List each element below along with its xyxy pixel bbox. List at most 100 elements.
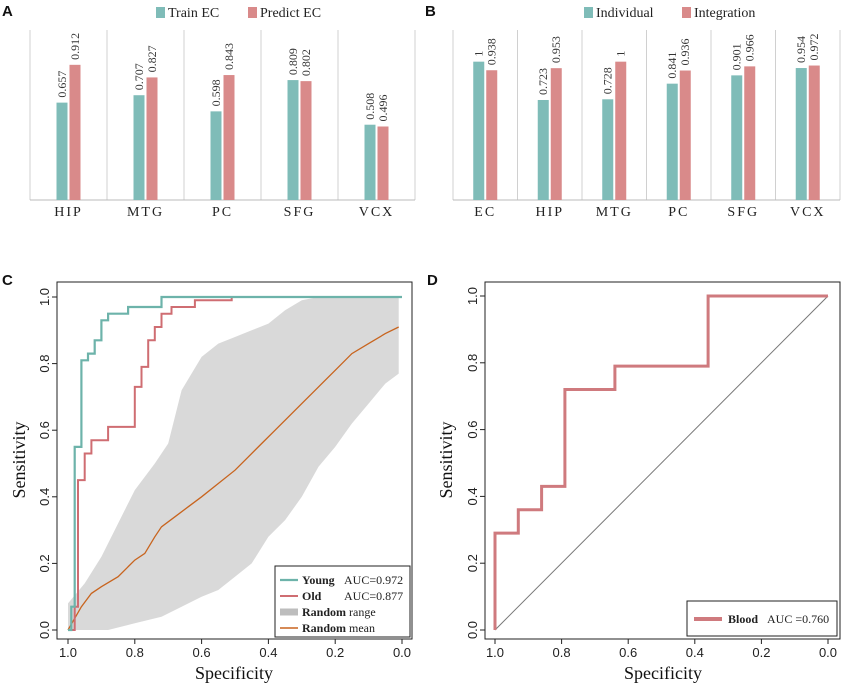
category-label: MTG <box>596 205 633 220</box>
y-tick-label: 0.6 <box>37 421 52 439</box>
legend-label-young: Young <box>302 573 335 587</box>
random-range-band <box>68 297 399 630</box>
bar-predict-ec-hip <box>69 64 81 200</box>
legend-swatch-train-ec <box>156 7 165 18</box>
category-label: VCX <box>359 205 395 220</box>
y-tick-label: 0.2 <box>465 554 480 572</box>
data-label: 1 <box>614 51 628 57</box>
bar-predict-ec-vcx <box>377 126 389 200</box>
bar-train-ec-vcx <box>364 124 376 200</box>
x-tick-label: 0.0 <box>819 645 837 660</box>
y-tick-label: 0.0 <box>37 621 52 639</box>
data-label: 0.809 <box>286 48 300 75</box>
bar-train-ec-sfg <box>287 80 299 200</box>
bar-chart-a: Train EC Predict EC 0.6570.912HIP0.7070.… <box>29 6 416 220</box>
bar-individual-pc <box>666 83 678 200</box>
legend-auc-old: AUC=0.877 <box>344 589 403 603</box>
bar-individual-ec <box>473 61 485 200</box>
bar-individual-mtg <box>602 99 614 200</box>
data-label: 0.953 <box>549 36 563 63</box>
y-tick-label: 0.8 <box>37 355 52 373</box>
x-tick-label: 0.4 <box>259 645 277 660</box>
legend-label-random-range-bold: Random <box>302 605 346 619</box>
legend-label-old: Old <box>302 589 322 603</box>
x-tick-label: 0.8 <box>126 645 144 660</box>
data-label: 0.841 <box>665 52 679 79</box>
legend-label-random-range: Random range <box>302 605 376 619</box>
data-label: 0.827 <box>145 45 159 72</box>
category-label: MTG <box>127 205 164 220</box>
legend-a: Train EC Predict EC <box>156 6 321 21</box>
legend-swatch-integration <box>682 7 691 18</box>
x-axis-title-c: Specificity <box>195 663 273 683</box>
roc-chart-c: 1.0 0.8 0.6 0.4 0.2 0.0 0.0 0.2 0.4 0.6 0.8 1.0 Spe… <box>9 281 413 683</box>
x-axis-title-d: Specificity <box>624 663 702 683</box>
y-tick-label: 1.0 <box>465 287 480 305</box>
data-label: 0.707 <box>132 63 146 90</box>
bar-integration-mtg <box>615 61 627 200</box>
reference-diagonal <box>494 295 829 631</box>
y-axis-title-c: Sensitivity <box>9 421 29 498</box>
random-mean-line <box>67 326 399 631</box>
legend-swatch-predict-ec <box>248 7 257 18</box>
data-label: 0.912 <box>68 33 82 60</box>
data-label: 0.901 <box>730 43 744 70</box>
legend-label-train-ec: Train EC <box>168 6 219 21</box>
x-tick-label: 1.0 <box>486 645 504 660</box>
legend-label-random-mean-rest: mean <box>346 621 375 635</box>
data-label: 0.936 <box>678 39 692 66</box>
legend-label-integration: Integration <box>694 6 755 21</box>
legend-label-random-mean: Random mean <box>302 621 375 635</box>
data-label: 0.728 <box>601 67 615 94</box>
data-label: 0.496 <box>376 94 390 121</box>
old-roc-line <box>68 296 402 631</box>
bar-chart-b: Individual Integration 1 0.938EC0.7230.95… <box>452 6 841 220</box>
bar-predict-ec-sfg <box>300 81 312 200</box>
data-label: 0.938 <box>485 38 499 65</box>
legend-c: Young AUC=0.972 Old AUC=0.877 Random ran… <box>274 565 411 638</box>
y-tick-label: 0.8 <box>465 354 480 372</box>
legend-auc-blood: AUC =0.760 <box>767 612 829 626</box>
x-tick-label: 0.8 <box>553 645 571 660</box>
blood-roc-line <box>493 294 828 630</box>
category-label: VCX <box>790 205 826 220</box>
roc-chart-d: 1.0 0.8 0.6 0.4 0.2 0.0 0.0 0.2 0.4 0.6 0.8 1.0 Spe… <box>436 281 841 683</box>
y-axis-title-d: Sensitivity <box>436 421 456 498</box>
bar-integration-sfg <box>744 66 756 201</box>
plot-frame-d <box>484 281 841 640</box>
legend-label-blood: Blood <box>728 612 758 626</box>
bar-integration-pc <box>679 70 691 201</box>
x-tick-label: 0.2 <box>752 645 770 660</box>
x-tick-label: 0.0 <box>393 645 411 660</box>
y-tick-label: 1.0 <box>37 288 52 306</box>
legend-auc-young: AUC=0.972 <box>344 573 403 587</box>
y-tick-label: 0.4 <box>37 488 52 506</box>
bar-train-ec-mtg <box>133 95 145 200</box>
legend-swatch-individual <box>584 7 593 18</box>
category-label: SFG <box>727 205 759 220</box>
x-tick-label: 0.6 <box>619 645 637 660</box>
category-label: HIP <box>54 205 83 220</box>
bar-individual-hip <box>537 99 549 200</box>
legend-label-individual: Individual <box>596 6 654 21</box>
x-tick-label: 0.4 <box>686 645 704 660</box>
panel-label-a: A <box>2 3 13 20</box>
category-label: PC <box>668 205 689 220</box>
young-roc-line <box>68 295 402 632</box>
data-label: 0.598 <box>209 79 223 106</box>
data-label: 0.508 <box>363 93 377 120</box>
y-tick-label: 0.4 <box>465 487 480 505</box>
bar-integration-vcx <box>808 65 820 200</box>
legend-box-c <box>274 565 411 638</box>
panel-label-b: B <box>425 3 436 20</box>
y-tick-label: 0.6 <box>465 421 480 439</box>
data-label: 0.954 <box>794 36 808 63</box>
category-label: PC <box>212 205 233 220</box>
bar-predict-ec-mtg <box>146 77 158 200</box>
bar-individual-vcx <box>795 68 807 200</box>
legend-d: Blood AUC =0.760 <box>686 600 838 637</box>
bar-individual-sfg <box>731 75 743 200</box>
x-tick-label: 1.0 <box>59 645 77 660</box>
data-label: 0.843 <box>222 43 236 70</box>
